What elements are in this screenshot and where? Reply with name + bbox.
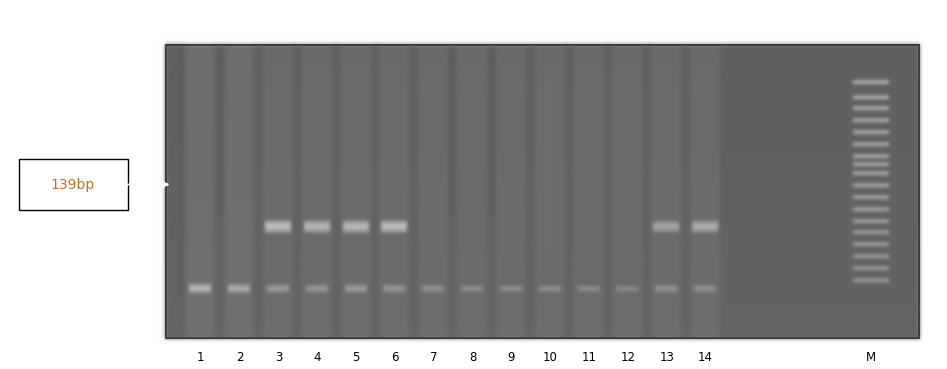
Text: 1: 1 — [197, 351, 205, 365]
Text: 12: 12 — [620, 351, 635, 365]
Bar — [19, 159, 128, 210]
Text: 6: 6 — [391, 351, 399, 365]
Text: 7: 7 — [430, 351, 438, 365]
Text: 4: 4 — [313, 351, 321, 365]
Text: 10: 10 — [543, 351, 558, 365]
Text: 2: 2 — [236, 351, 243, 365]
Text: 139bp: 139bp — [50, 177, 95, 192]
Text: 3: 3 — [275, 351, 282, 365]
Text: M: M — [867, 351, 876, 365]
Text: 13: 13 — [659, 351, 674, 365]
Text: 11: 11 — [581, 351, 597, 365]
Text: 8: 8 — [469, 351, 476, 365]
Text: 5: 5 — [352, 351, 360, 365]
Text: 14: 14 — [698, 351, 713, 365]
Text: 9: 9 — [508, 351, 515, 365]
